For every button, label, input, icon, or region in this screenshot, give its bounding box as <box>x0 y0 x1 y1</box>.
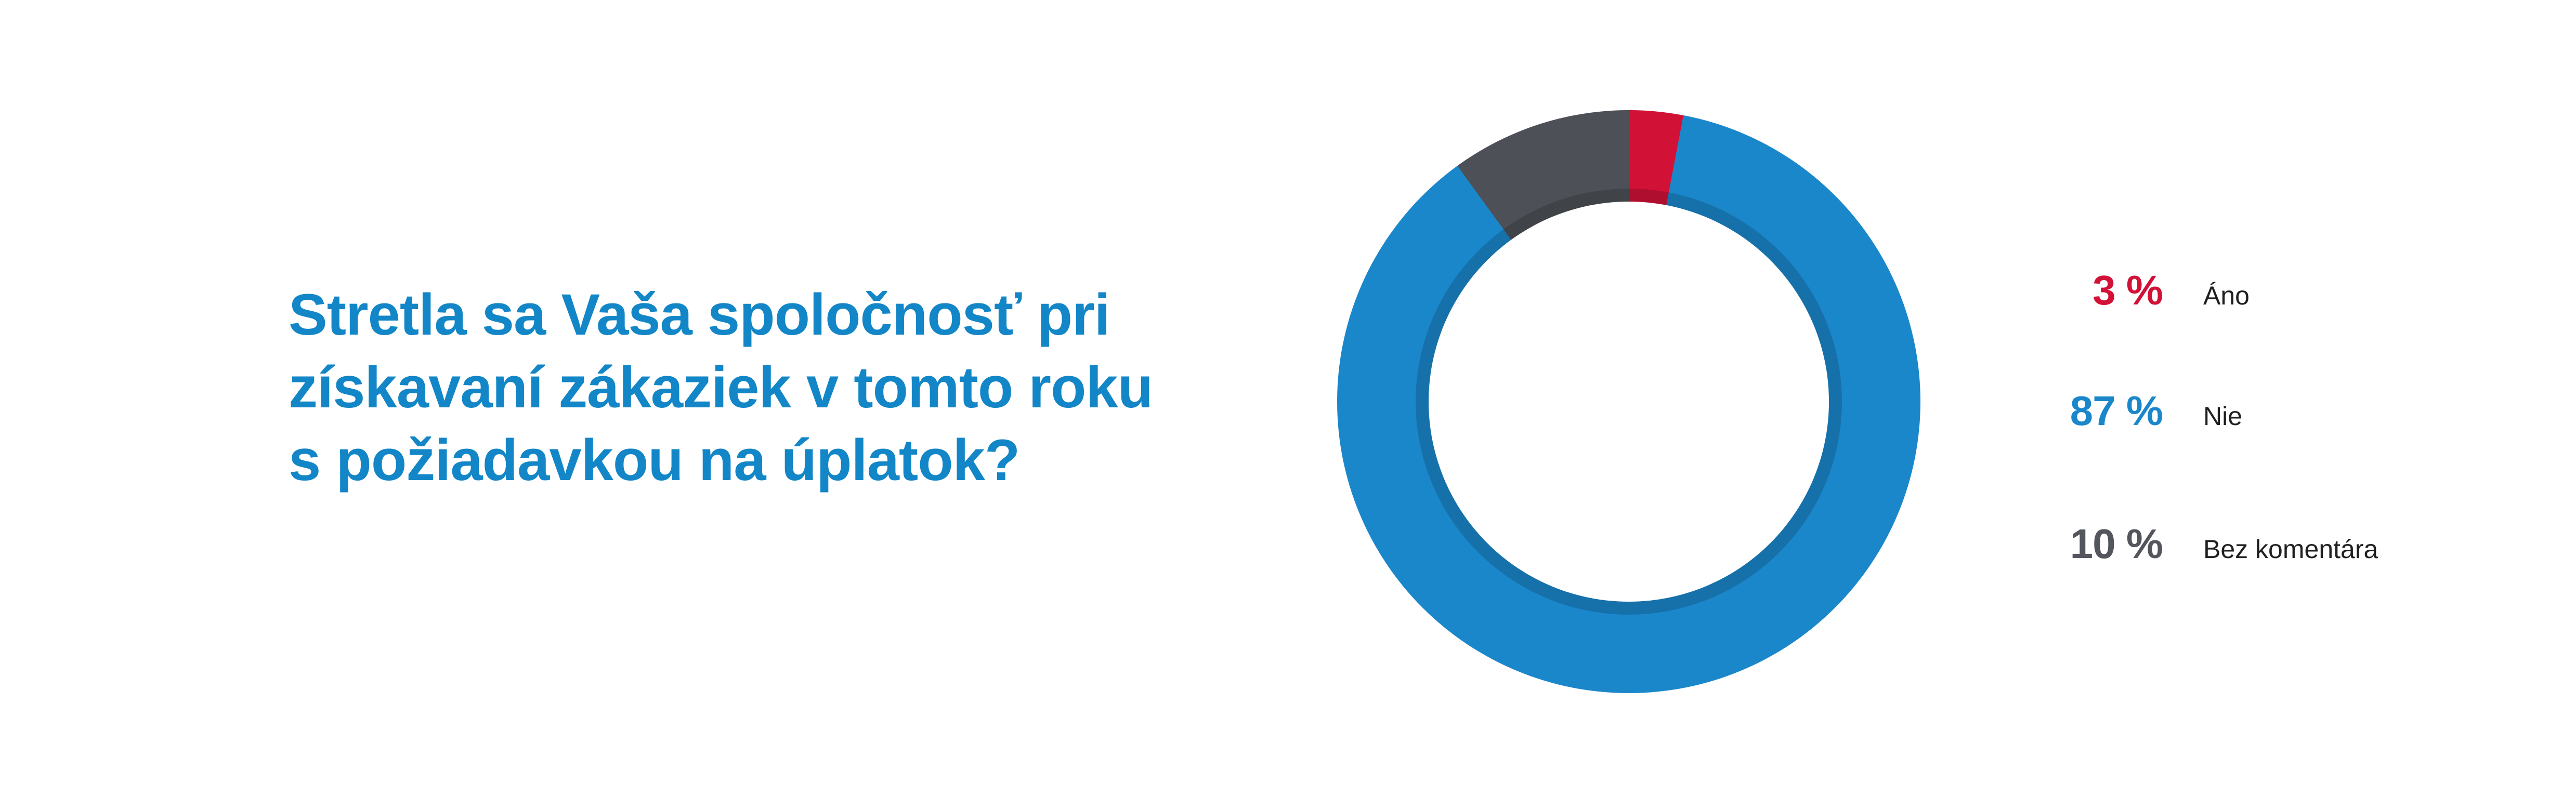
legend-label-ano: Áno <box>2203 281 2250 310</box>
legend-item-nie: 87 % Nie <box>2028 390 2547 432</box>
legend-value-bez-komentara: 10 % <box>2070 521 2163 567</box>
question-line-2: získavaní zákaziek v tomto roku <box>289 355 1153 420</box>
legend-label-bez-komentara: Bez komentára <box>2203 535 2378 564</box>
donut-chart <box>1337 110 1920 693</box>
question-line-1: Stretla sa Vaša spoločnosť pri <box>289 282 1110 347</box>
legend-value-ano: 3 % <box>2093 267 2163 313</box>
legend-item-ano: 3 % Áno <box>2028 270 2547 311</box>
question-title: Stretla sa Vaša spoločnosť pri získavaní… <box>289 278 1153 497</box>
legend-value-nie: 87 % <box>2070 388 2163 434</box>
legend-item-bez-komentara: 10 % Bez komentára <box>2028 523 2547 565</box>
legend-label-nie: Nie <box>2203 402 2243 431</box>
question-line-3: s požiadavkou na úplatok? <box>289 428 1020 493</box>
